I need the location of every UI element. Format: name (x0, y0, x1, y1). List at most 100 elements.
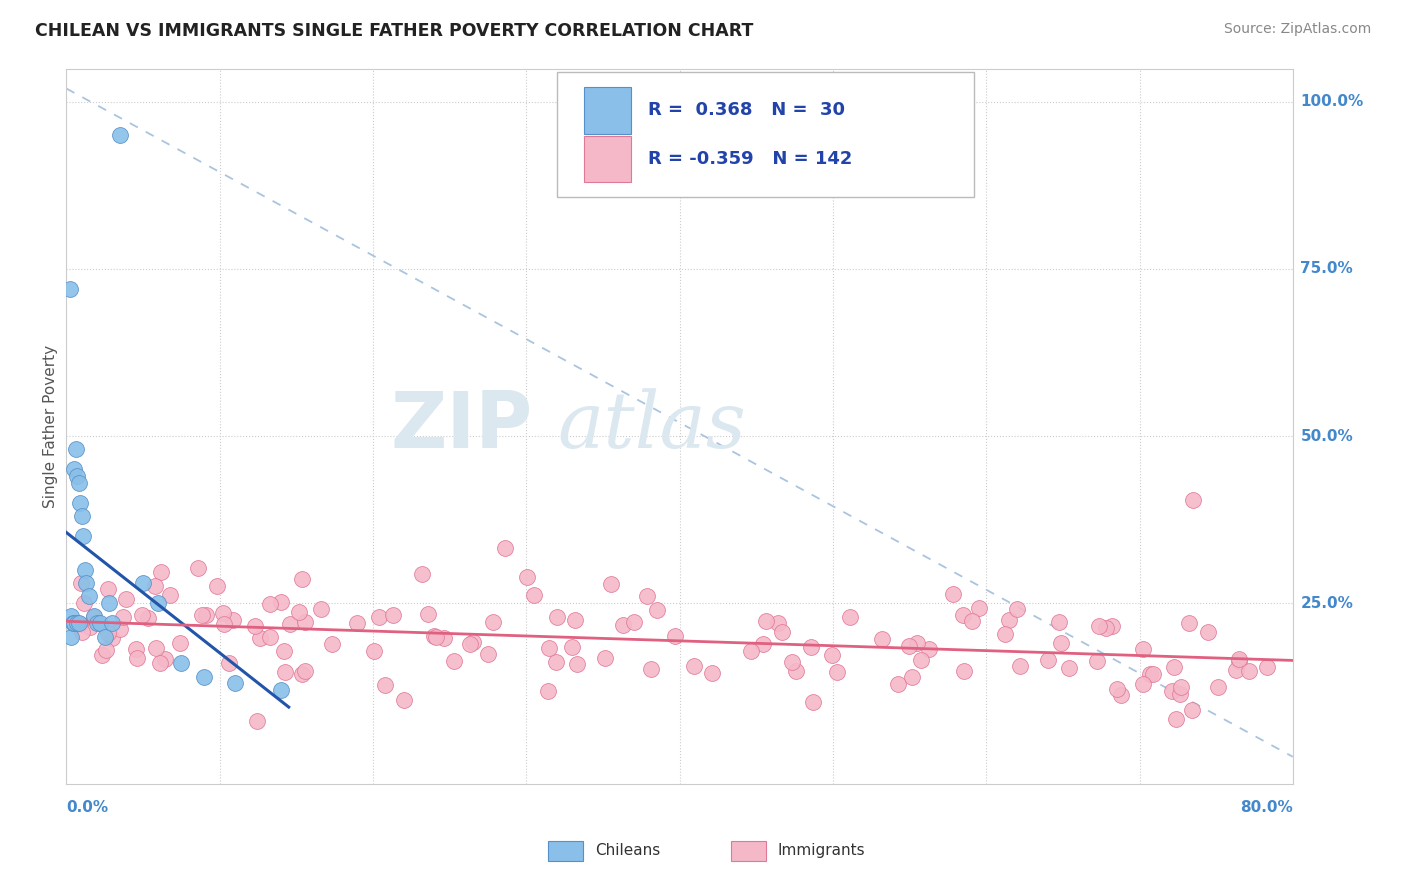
Point (516, 570, 538, 584)
Point (288, 606, 311, 620)
Point (827, 665, 849, 680)
Point (561, 640, 583, 655)
Point (1170, 680, 1192, 694)
Point (101, 616, 124, 631)
Point (97, 582, 120, 597)
Point (191, 608, 214, 623)
Point (69, 616, 91, 631)
Point (647, 603, 669, 617)
Point (433, 632, 456, 646)
Point (537, 684, 560, 698)
Text: 0.0%: 0.0% (66, 800, 108, 815)
Point (291, 667, 314, 681)
Point (58, 282, 80, 296)
Point (593, 651, 616, 665)
Point (425, 631, 447, 645)
Point (205, 579, 228, 593)
Point (346, 616, 368, 631)
Text: atlas: atlas (557, 388, 745, 464)
Point (249, 631, 271, 645)
Point (245, 619, 267, 633)
Point (294, 665, 316, 679)
Point (538, 640, 561, 655)
Point (546, 609, 568, 624)
Point (169, 636, 191, 650)
Point (423, 629, 446, 643)
Point (66, 616, 89, 631)
Point (159, 588, 181, 602)
Point (1132, 677, 1154, 691)
Point (664, 629, 686, 643)
Point (443, 654, 465, 668)
Point (1237, 665, 1260, 679)
Point (224, 676, 246, 690)
Point (62, 616, 84, 631)
Point (1085, 654, 1108, 668)
Point (564, 613, 586, 627)
Point (274, 665, 297, 679)
Point (1182, 492, 1205, 507)
Point (918, 642, 941, 657)
Point (136, 611, 159, 625)
Point (960, 615, 983, 629)
Point (211, 606, 233, 620)
Point (67, 475, 90, 490)
Point (278, 617, 301, 632)
FancyBboxPatch shape (583, 87, 630, 134)
Point (270, 595, 292, 609)
Point (374, 678, 396, 692)
Point (1181, 703, 1204, 717)
Point (898, 639, 921, 653)
Point (1227, 652, 1250, 666)
Point (640, 662, 662, 676)
Point (800, 640, 823, 655)
Point (70, 509, 93, 524)
Text: ZIP: ZIP (391, 388, 533, 464)
Point (246, 714, 269, 729)
Point (1142, 667, 1164, 681)
Point (108, 622, 131, 636)
Point (259, 597, 281, 611)
Point (75, 576, 97, 591)
Point (494, 541, 516, 555)
Point (1059, 661, 1081, 675)
Point (392, 693, 415, 707)
Point (98, 596, 121, 610)
Point (73, 596, 96, 610)
Point (187, 561, 209, 575)
Point (1087, 619, 1109, 633)
Point (477, 647, 499, 661)
Point (194, 607, 217, 622)
Text: 50.0%: 50.0% (1301, 428, 1353, 443)
Point (111, 609, 134, 624)
Point (870, 632, 893, 646)
Point (143, 579, 166, 593)
Point (1109, 688, 1132, 702)
Point (1005, 602, 1028, 616)
Point (1168, 687, 1191, 701)
Point (683, 659, 706, 673)
Point (193, 670, 215, 684)
Point (83, 609, 105, 624)
Point (148, 596, 170, 610)
Point (73, 563, 96, 577)
FancyBboxPatch shape (583, 136, 630, 182)
Point (1197, 625, 1219, 640)
Point (910, 653, 932, 667)
Point (149, 565, 172, 579)
Point (1036, 653, 1059, 667)
Point (115, 592, 138, 607)
Point (67, 616, 90, 631)
Point (60, 609, 83, 624)
Point (108, 128, 131, 143)
Point (612, 618, 634, 632)
Point (97, 626, 120, 640)
Point (1227, 654, 1250, 668)
Text: Source: ZipAtlas.com: Source: ZipAtlas.com (1223, 22, 1371, 37)
Point (291, 573, 314, 587)
Point (86, 616, 108, 631)
Point (294, 615, 316, 630)
Point (523, 588, 546, 602)
Text: Immigrants: Immigrants (778, 843, 865, 858)
Point (994, 627, 1017, 641)
